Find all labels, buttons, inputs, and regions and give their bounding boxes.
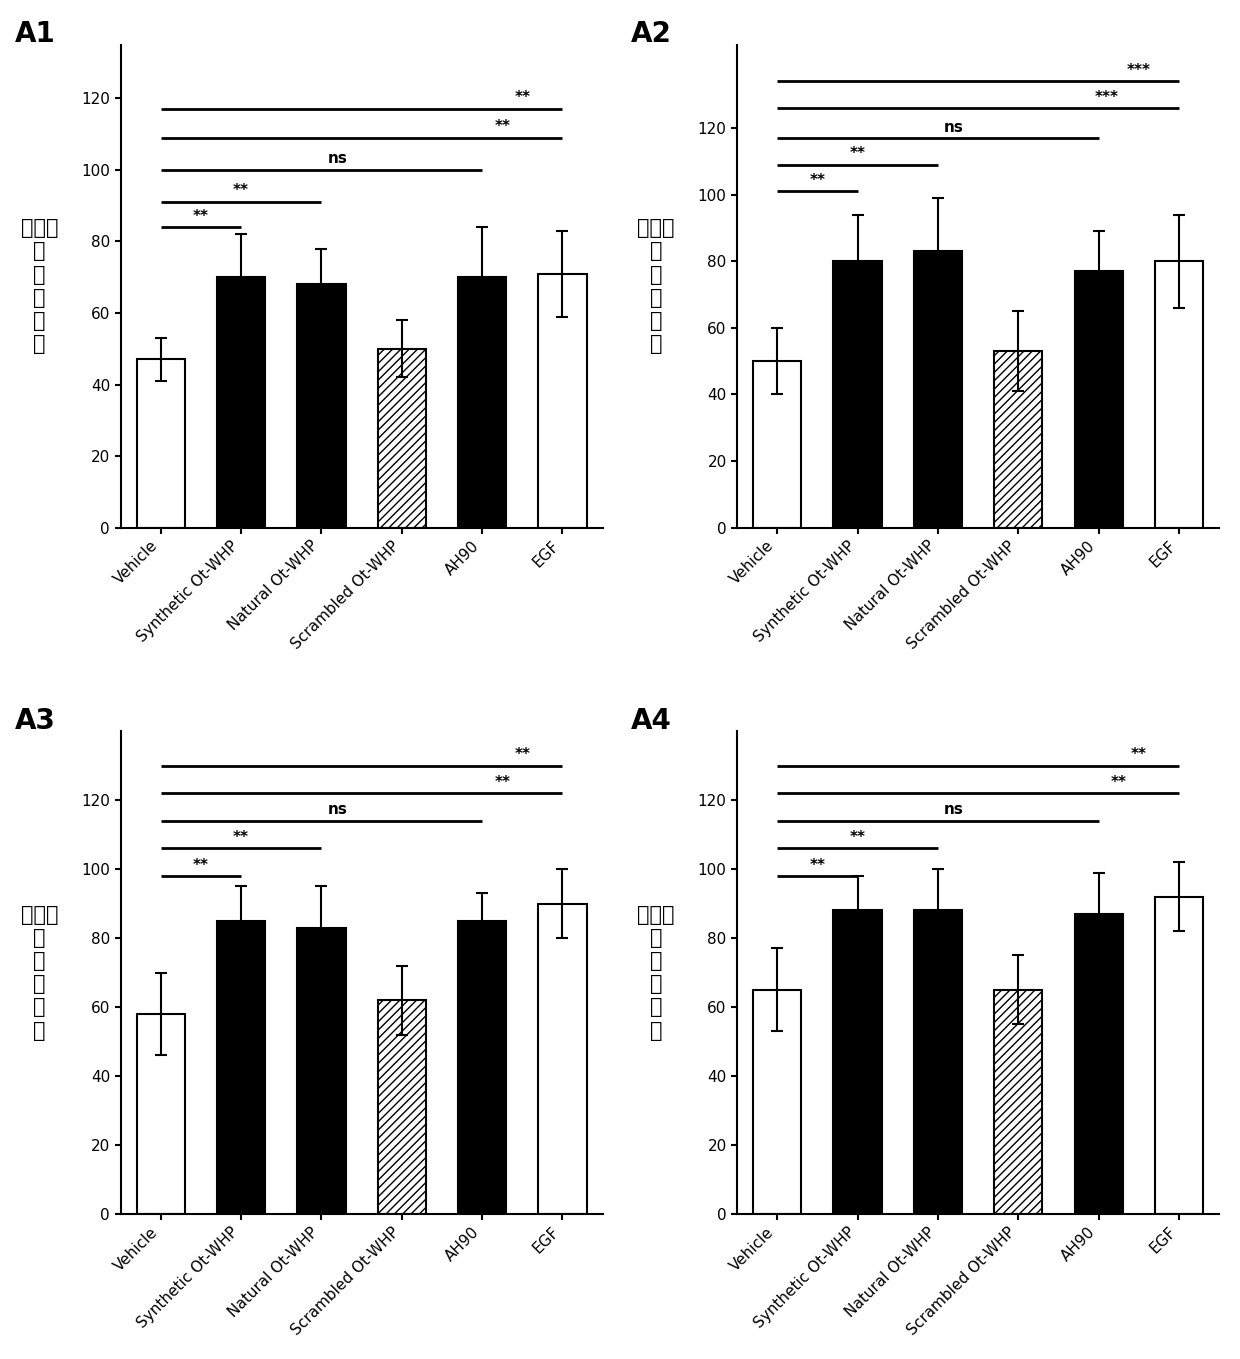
Bar bbox=[1075, 913, 1122, 1214]
Bar bbox=[538, 904, 587, 1214]
Text: ***: *** bbox=[1095, 90, 1118, 105]
Bar bbox=[1154, 261, 1203, 527]
Text: ns: ns bbox=[944, 120, 963, 135]
Y-axis label: （％）
率
合
愿
口
伤: （％） 率 合 愿 口 伤 bbox=[21, 219, 58, 355]
Bar bbox=[538, 273, 587, 527]
Bar bbox=[833, 911, 882, 1214]
Text: **: ** bbox=[233, 830, 249, 845]
Text: **: ** bbox=[233, 183, 249, 198]
Bar bbox=[298, 928, 346, 1214]
Bar bbox=[994, 989, 1043, 1214]
Bar bbox=[378, 349, 425, 527]
Bar bbox=[378, 1000, 425, 1214]
Bar bbox=[833, 261, 882, 527]
Bar bbox=[914, 251, 962, 527]
Text: ns: ns bbox=[327, 802, 347, 817]
Text: **: ** bbox=[1111, 775, 1127, 790]
Text: **: ** bbox=[193, 208, 208, 223]
Text: **: ** bbox=[495, 775, 510, 790]
Bar bbox=[136, 360, 185, 527]
Bar bbox=[458, 921, 506, 1214]
Bar bbox=[298, 284, 346, 527]
Text: A1: A1 bbox=[15, 20, 56, 49]
Text: A2: A2 bbox=[631, 20, 672, 49]
Bar bbox=[136, 1014, 185, 1214]
Text: **: ** bbox=[810, 173, 826, 188]
Text: **: ** bbox=[849, 147, 866, 162]
Bar bbox=[914, 911, 962, 1214]
Text: **: ** bbox=[515, 747, 531, 762]
Bar bbox=[994, 351, 1043, 527]
Text: **: ** bbox=[495, 120, 510, 135]
Bar bbox=[1075, 272, 1122, 527]
Text: **: ** bbox=[810, 858, 826, 872]
Text: **: ** bbox=[515, 91, 531, 106]
Text: **: ** bbox=[1131, 747, 1147, 762]
Text: A4: A4 bbox=[631, 707, 672, 735]
Text: ns: ns bbox=[944, 802, 963, 817]
Bar bbox=[217, 921, 265, 1214]
Y-axis label: （％）
率
合
愿
口
伤: （％） 率 合 愿 口 伤 bbox=[637, 905, 675, 1041]
Bar bbox=[1154, 897, 1203, 1214]
Y-axis label: （％）
率
合
愿
口
伤: （％） 率 合 愿 口 伤 bbox=[21, 905, 58, 1041]
Bar bbox=[753, 989, 801, 1214]
Text: ns: ns bbox=[327, 151, 347, 166]
Text: ***: *** bbox=[1127, 63, 1151, 77]
Text: **: ** bbox=[193, 858, 208, 872]
Bar bbox=[753, 361, 801, 527]
Bar bbox=[217, 277, 265, 527]
Y-axis label: （％）
率
合
愿
口
伤: （％） 率 合 愿 口 伤 bbox=[637, 219, 675, 355]
Bar bbox=[458, 277, 506, 527]
Text: A3: A3 bbox=[15, 707, 56, 735]
Text: **: ** bbox=[849, 830, 866, 845]
